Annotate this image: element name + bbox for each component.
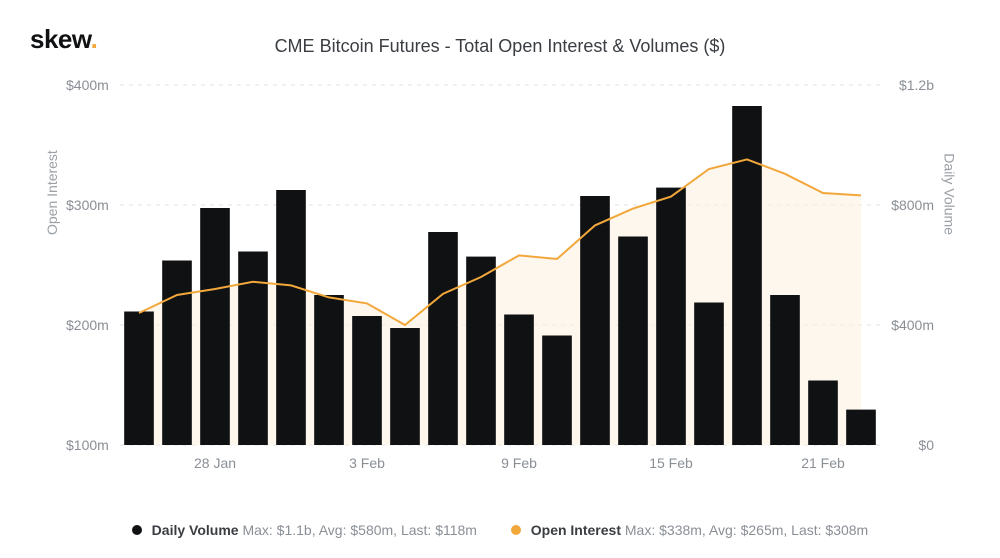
logo-dot: .: [91, 24, 98, 54]
y-right-tick: $800m: [891, 197, 934, 213]
y-left-tick: $100m: [66, 437, 109, 453]
legend: Daily Volume Max: $1.1b, Avg: $580m, Las…: [0, 522, 1000, 538]
legend-swatch-oi: [511, 525, 521, 535]
y-right-tick: $0: [918, 437, 934, 453]
x-tick: 21 Feb: [801, 455, 845, 471]
legend-label-oi: Open Interest: [531, 522, 621, 538]
y-left-axis-label: Open Interest: [44, 150, 60, 235]
y-right-tick: $400m: [891, 317, 934, 333]
legend-stats-oi: Max: $338m, Avg: $265m, Last: $308m: [625, 522, 868, 538]
legend-label-volume: Daily Volume: [152, 522, 239, 538]
legend-stats-volume: Max: $1.1b, Avg: $580m, Last: $118m: [242, 522, 477, 538]
brand-logo: skew.: [30, 24, 97, 55]
y-right-tick: $1.2b: [899, 77, 934, 93]
legend-swatch-volume: [132, 525, 142, 535]
plot-area: Open Interest Daily Volume $100m$200m$30…: [50, 75, 950, 475]
x-tick: 28 Jan: [194, 455, 236, 471]
chart-container: skew. CME Bitcoin Futures - Total Open I…: [0, 0, 1000, 558]
y-right-axis-label: Daily Volume: [942, 153, 958, 235]
chart-svg: [50, 75, 950, 475]
x-tick: 15 Feb: [649, 455, 693, 471]
y-left-tick: $300m: [66, 197, 109, 213]
chart-title: CME Bitcoin Futures - Total Open Interes…: [50, 36, 950, 57]
logo-text: skew: [30, 24, 91, 54]
x-tick: 9 Feb: [501, 455, 537, 471]
y-left-tick: $400m: [66, 77, 109, 93]
x-tick: 3 Feb: [349, 455, 385, 471]
y-left-tick: $200m: [66, 317, 109, 333]
